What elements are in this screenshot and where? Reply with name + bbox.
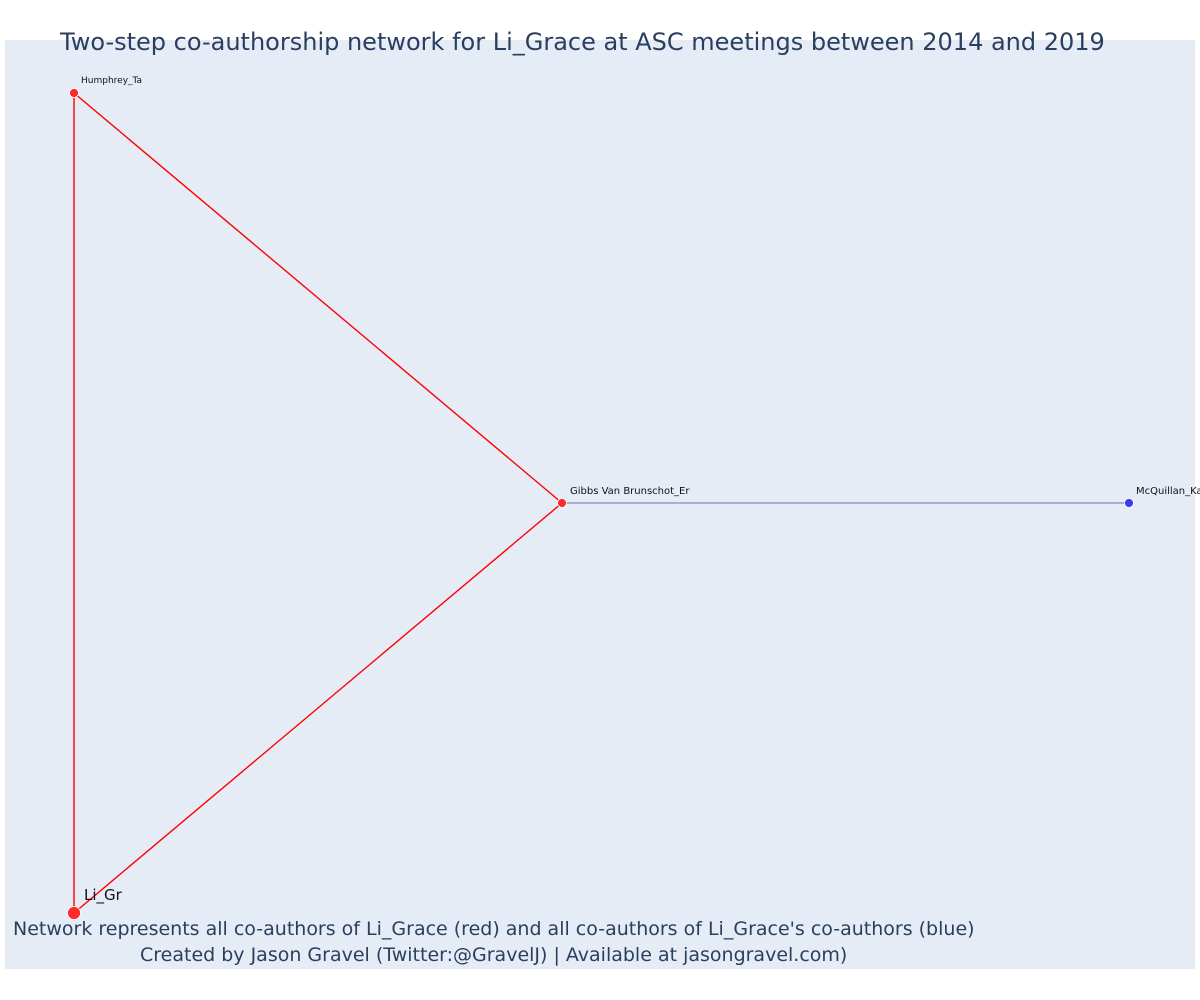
edge-humphrey-ta-to-gibbs-van-brunschot-er [73,92,563,504]
edge-li-gr-to-gibbs-van-brunschot-er [73,502,563,914]
node-label-li-gr: Li_Gr [84,886,123,905]
chart-title: Two-step co-authorship network for Li_Gr… [60,28,1105,56]
caption-line-2: Created by Jason Gravel (Twitter:@Gravel… [140,944,848,966]
node-humphrey-ta[interactable] [69,88,79,98]
nodes-layer [67,88,1134,920]
node-label-humphrey-ta: Humphrey_Ta [81,76,142,86]
edges-layer [73,92,1129,914]
plot-area [5,40,1195,969]
node-label-gibbs-van-brunschot-er: Gibbs Van Brunschot_Er [570,486,690,497]
node-label-mcquillan-ka: McQuillan_Ka [1136,486,1200,497]
caption-line-1: Network represents all co-authors of Li_… [13,918,975,940]
labels-layer: Humphrey_Ta Gibbs Van Brunschot_Er McQuill… [81,76,1200,905]
node-li-gr[interactable] [67,906,81,920]
node-gibbs-van-brunschot-er[interactable] [557,498,567,508]
node-mcquillan-ka[interactable] [1124,498,1134,508]
